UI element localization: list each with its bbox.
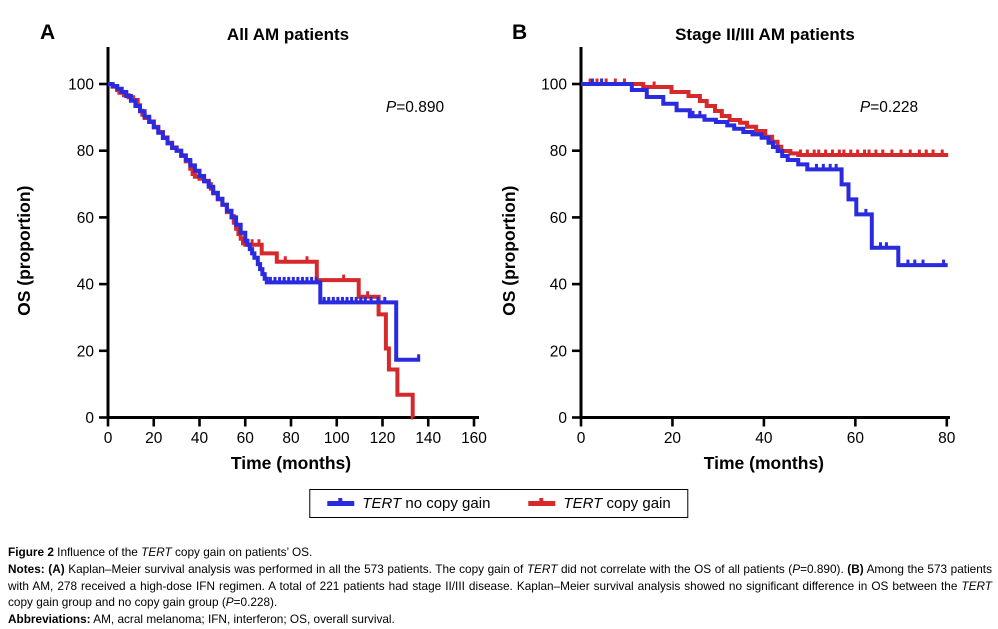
caption-line-2: Abbreviations: AM, acral melanoma; IFN, …: [8, 612, 395, 627]
km-chart-panel-b: 0 20 40 60 80 0 20 40 60 80 100 Stage II/III AM pat…: [499, 25, 956, 473]
x-tick-label: 60: [847, 430, 865, 447]
series-tert-no-copy-gain: [581, 78, 948, 268]
legend-entry-tert-no-copy-gain: TERT no copy gain: [327, 495, 490, 512]
legend-line-marker: [528, 497, 556, 506]
survival-curve-tert-copy-gain: [581, 82, 949, 157]
caption-line-1: Notes: (A) Kaplan–Meier survival analysi…: [8, 561, 992, 610]
tick-marks: [572, 82, 949, 427]
x-axis-label: Time (months): [704, 453, 824, 473]
y-tick-label: 80: [77, 143, 95, 160]
survival-curve-tert-copy-gain: [108, 82, 415, 420]
y-tick-label: 100: [68, 77, 94, 94]
series-tert-copy-gain: [108, 82, 415, 420]
y-tick-label: 20: [77, 343, 95, 360]
km-chart-panel-a: 0 20 40 60 80 100 120 140 160 0 20 40 60 80 100 All AM …: [14, 25, 487, 473]
tick-marks: [99, 82, 476, 427]
chart-title: All AM patients: [227, 25, 349, 44]
chart-legend: TERT no copy gain TERT copy gain: [309, 489, 689, 518]
y-tick-label: 40: [77, 277, 95, 294]
y-tick-label: 60: [550, 210, 568, 227]
x-tick-label: 0: [577, 430, 586, 447]
survival-curve-tert-no-copy-gain: [581, 82, 948, 268]
x-tick-label: 0: [104, 430, 113, 447]
x-axis-label: Time (months): [231, 453, 351, 473]
series-tert-no-copy-gain: [108, 82, 421, 362]
axes: [106, 47, 479, 419]
y-axis-label: OS (proportion): [14, 186, 34, 316]
caption-line-0: Figure 2 Influence of the TERT copy gain…: [8, 545, 313, 559]
legend-line-marker: [327, 497, 355, 506]
panel-b-letter: B: [512, 21, 528, 44]
x-tick-label: 140: [415, 430, 441, 447]
x-tick-label: 60: [237, 430, 255, 447]
x-tick-label: 160: [461, 430, 487, 447]
x-tick-label: 20: [145, 430, 163, 447]
series-tert-copy-gain: [581, 78, 949, 157]
y-axis-label: OS (proportion): [499, 186, 519, 316]
y-tick-label: 20: [550, 343, 568, 360]
y-tick-label: 0: [85, 410, 94, 427]
p-value-label: P=0.228: [860, 99, 918, 116]
legend-entry-tert-copy-gain: TERT copy gain: [528, 495, 671, 512]
axes: [579, 47, 950, 419]
y-tick-label: 100: [541, 77, 567, 94]
panel-a-letter: A: [40, 21, 56, 44]
p-value-label: P=0.890: [386, 99, 445, 116]
x-tick-label: 80: [938, 430, 956, 447]
survival-curve-tert-no-copy-gain: [108, 82, 421, 362]
figure-caption: Figure 2 Influence of the TERT copy gain…: [8, 544, 992, 628]
legend-label: TERT copy gain: [563, 495, 671, 512]
x-tick-label: 40: [755, 430, 773, 447]
x-tick-label: 120: [370, 430, 396, 447]
x-tick-label: 100: [324, 430, 350, 447]
chart-title: Stage II/III AM patients: [675, 25, 855, 44]
y-tick-label: 40: [550, 277, 568, 294]
x-tick-label: 20: [664, 430, 682, 447]
x-tick-label: 80: [282, 430, 300, 447]
y-tick-label: 80: [550, 143, 568, 160]
y-tick-label: 60: [77, 210, 95, 227]
y-tick-label: 0: [558, 410, 567, 427]
legend-label: TERT no copy gain: [362, 495, 491, 512]
x-tick-label: 40: [191, 430, 209, 447]
